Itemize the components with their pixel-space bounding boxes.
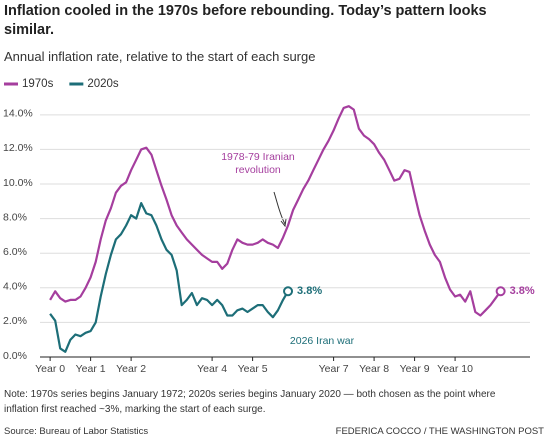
legend-label: 1970s	[22, 78, 54, 90]
y-tick-label: 6.0%	[3, 246, 27, 258]
end-marker	[495, 286, 506, 297]
y-tick-label: 0.0%	[3, 350, 27, 362]
credit: FEDERICA COCCO / THE WASHINGTON POST	[335, 426, 544, 437]
series-line	[49, 105, 502, 317]
y-tick-label: 2.0%	[3, 315, 27, 327]
x-tick-label: Year 0	[35, 363, 65, 375]
y-tick-label: 8.0%	[3, 211, 27, 223]
note: Note: 1970s series begins January 1972; …	[4, 389, 496, 415]
x-tick-label: Year 8	[359, 363, 389, 375]
chart-subtitle: Annual inflation rate, relative to the s…	[4, 49, 316, 64]
x-tick-label: Year 1	[76, 363, 106, 375]
x-tick-label: Year 7	[319, 363, 349, 375]
value-label: 3.8%	[297, 285, 322, 297]
series-line	[49, 202, 289, 353]
end-marker	[283, 286, 294, 297]
annotation-arrowhead	[280, 218, 287, 228]
y-tick-label: 10.0%	[3, 177, 33, 189]
value-label: 3.8%	[510, 285, 535, 297]
y-tick-label: 14.0%	[3, 108, 33, 120]
x-tick-label: Year 4	[197, 363, 227, 375]
x-tick-label: Year 5	[238, 363, 268, 375]
annotation: 1978-79 Iranian	[221, 151, 295, 163]
legend-label: 2020s	[87, 78, 119, 90]
x-tick-label: Year 9	[400, 363, 430, 375]
y-tick-label: 4.0%	[3, 281, 27, 293]
chart-title: Inflation cooled in the 1970s before reb…	[4, 3, 487, 38]
x-tick-label: Year 10	[437, 363, 473, 375]
annotation-arrow	[273, 191, 286, 225]
annotation: revolution	[235, 164, 281, 176]
source: Source: Bureau of Labor Statistics	[4, 426, 149, 437]
chart: 0.0% 2.0% 4.0% 6.0% 8.0% 10.0% 12.0% 14.0% Year …	[3, 78, 535, 375]
y-tick-label: 12.0%	[3, 142, 33, 154]
x-tick-label: Year 2	[116, 363, 146, 375]
annotation: 2026 Iran war	[290, 335, 355, 347]
